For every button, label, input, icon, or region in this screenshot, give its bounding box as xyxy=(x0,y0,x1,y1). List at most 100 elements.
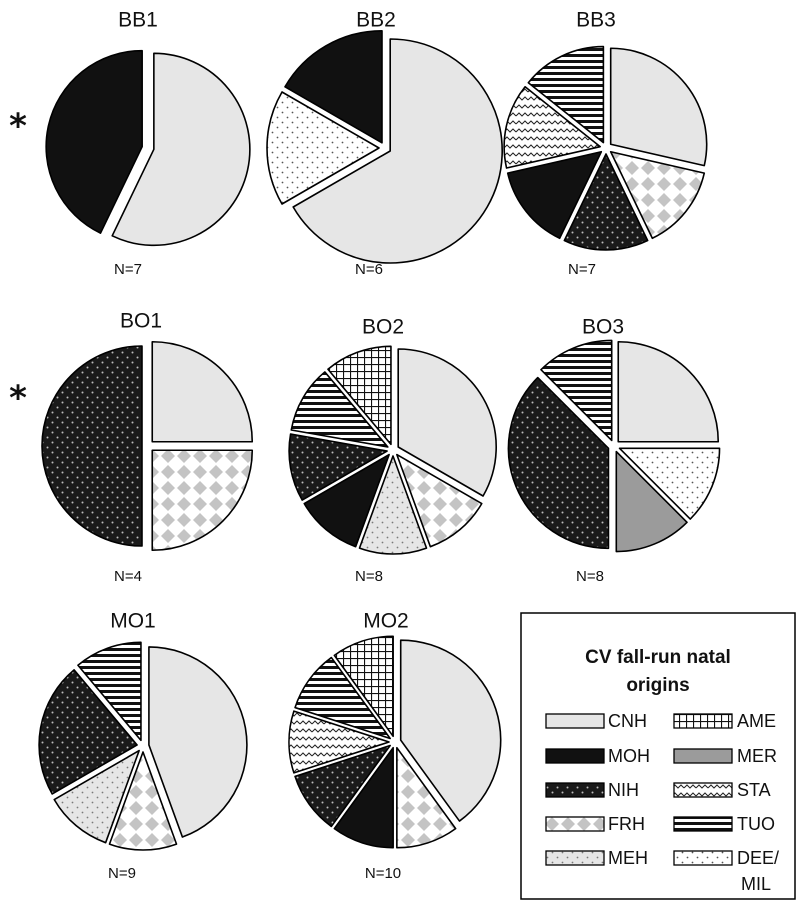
pie-slice-nih xyxy=(288,433,388,501)
legend-item-ame: AME xyxy=(673,711,776,731)
pie-slice-cnh xyxy=(151,340,254,443)
legend-label: STA xyxy=(737,780,771,800)
pie-slice-frh xyxy=(396,746,457,849)
pie-slice-cnh xyxy=(617,340,720,443)
legend-label: DEE/ xyxy=(737,848,779,868)
pie-slice-nih xyxy=(294,744,391,828)
legend-label: MER xyxy=(737,746,777,766)
pie-slice-frh xyxy=(396,453,483,548)
legend-label: MOH xyxy=(608,746,650,766)
sample-size-label: N=8 xyxy=(355,568,383,585)
pie-slice-nih xyxy=(563,153,649,251)
pie-slice-frh xyxy=(108,751,178,851)
legend-title: origins xyxy=(626,675,689,696)
pie-title: BB1 xyxy=(118,9,158,32)
pie-slice-frh xyxy=(609,150,706,240)
legend-swatch xyxy=(673,850,733,866)
pie-slice-meh xyxy=(358,455,428,555)
pie-slice-mer xyxy=(615,450,688,553)
pie-bb1: BB1 N=7 * xyxy=(9,9,251,278)
legend-item-mer: MER xyxy=(673,746,777,766)
sample-size-label: N=10 xyxy=(365,865,401,882)
legend-label: MEH xyxy=(608,848,648,868)
pie-title: MO1 xyxy=(110,610,156,633)
pie-title: BB2 xyxy=(356,9,396,32)
pie-slice-moh xyxy=(284,30,383,144)
pie-slice-tuo xyxy=(77,641,142,742)
pie-slice-moh xyxy=(506,150,603,240)
pie-mo2: MO2 N=10 xyxy=(288,610,502,882)
legend-swatch xyxy=(545,713,605,729)
pie-slice-ame xyxy=(327,345,392,446)
legend-item-meh: MEH xyxy=(545,848,648,868)
pie-title: MO2 xyxy=(363,610,409,633)
pie-title: BO3 xyxy=(582,316,624,339)
pie-bb2: BB2 N=6 xyxy=(266,9,503,278)
pie-bo3: BO3 N=8 xyxy=(507,316,721,585)
pie-bo1: BO1 N=4 * xyxy=(9,310,254,585)
legend-swatch xyxy=(545,748,605,764)
pie-slice-ame xyxy=(333,635,394,738)
pie-slice-nih xyxy=(41,345,143,547)
legend-item-dee-mil: DEE/MIL xyxy=(673,848,779,894)
pie-slice-cnh xyxy=(609,47,708,167)
legend-swatch xyxy=(673,782,733,798)
pie-slice-frh xyxy=(151,449,254,552)
pie-slice-dee-mil xyxy=(618,447,721,520)
legend-label: AME xyxy=(737,711,776,731)
pie-slice-nih xyxy=(38,669,138,795)
pie-title: BO2 xyxy=(362,316,404,339)
pie-title: BO1 xyxy=(120,310,162,333)
legend-label: FRH xyxy=(608,814,645,834)
pie-slice-moh xyxy=(303,453,390,548)
legend-label: CNH xyxy=(608,711,647,731)
pie-slice-sta xyxy=(288,710,390,774)
sample-size-label: N=6 xyxy=(355,261,383,278)
legend-swatch xyxy=(673,748,733,764)
legend: CV fall-run natal origins CNH AME MOH MER NIH S… xyxy=(520,612,796,900)
pie-slice-tuo xyxy=(527,45,605,144)
pie-bb3: BB3 N=7 xyxy=(503,9,708,278)
legend-item-cnh: CNH xyxy=(545,711,647,731)
pie-slice-moh xyxy=(45,49,143,234)
pie-title: BB3 xyxy=(576,9,616,32)
sample-size-label: N=8 xyxy=(576,568,604,585)
pie-slice-cnh xyxy=(397,348,497,497)
pie-slice-tuo xyxy=(290,371,389,448)
pie-slice-cnh xyxy=(292,38,503,264)
legend-label: TUO xyxy=(737,814,775,834)
legend-item-sta: STA xyxy=(673,780,771,800)
legend-swatch xyxy=(545,850,605,866)
pie-slice-nih xyxy=(507,376,610,550)
pie-bo2: BO2 N=8 xyxy=(288,316,497,585)
sample-size-label: N=9 xyxy=(108,865,136,882)
legend-swatch xyxy=(545,782,605,798)
pie-mo1: MO1 N=9 xyxy=(38,610,248,882)
pie-slice-tuo xyxy=(540,339,613,442)
significance-asterisk: * xyxy=(9,107,27,147)
sample-size-label: N=7 xyxy=(568,261,596,278)
pie-slice-tuo xyxy=(294,656,391,740)
legend-item-frh: FRH xyxy=(545,814,645,834)
pie-slice-cnh xyxy=(148,646,248,838)
legend-item-moh: MOH xyxy=(545,746,650,766)
pie-slice-meh xyxy=(53,749,140,844)
legend-swatch xyxy=(545,816,605,832)
legend-item-nih: NIH xyxy=(545,780,639,800)
legend-label: NIH xyxy=(608,780,639,800)
pie-slice-cnh xyxy=(111,52,251,247)
pie-slice-moh xyxy=(333,746,394,849)
sample-size-label: N=7 xyxy=(114,261,142,278)
sample-size-label: N=4 xyxy=(114,568,142,585)
pie-slice-dee-mil xyxy=(266,91,380,205)
legend-item-tuo: TUO xyxy=(673,814,775,834)
legend-swatch xyxy=(673,816,733,832)
significance-asterisk: * xyxy=(9,379,27,419)
legend-title: CV fall-run natal xyxy=(585,647,731,668)
legend-swatch xyxy=(673,713,733,729)
pie-slice-sta xyxy=(503,86,601,169)
pie-slice-cnh xyxy=(399,639,502,822)
legend-label: MIL xyxy=(741,874,771,894)
pie-charts: BB1 N=7 * BB2 N=6 BB3 N=7 BO1 N=4 * BO2 N=8 BO3 N=8 MO… xyxy=(9,9,721,882)
